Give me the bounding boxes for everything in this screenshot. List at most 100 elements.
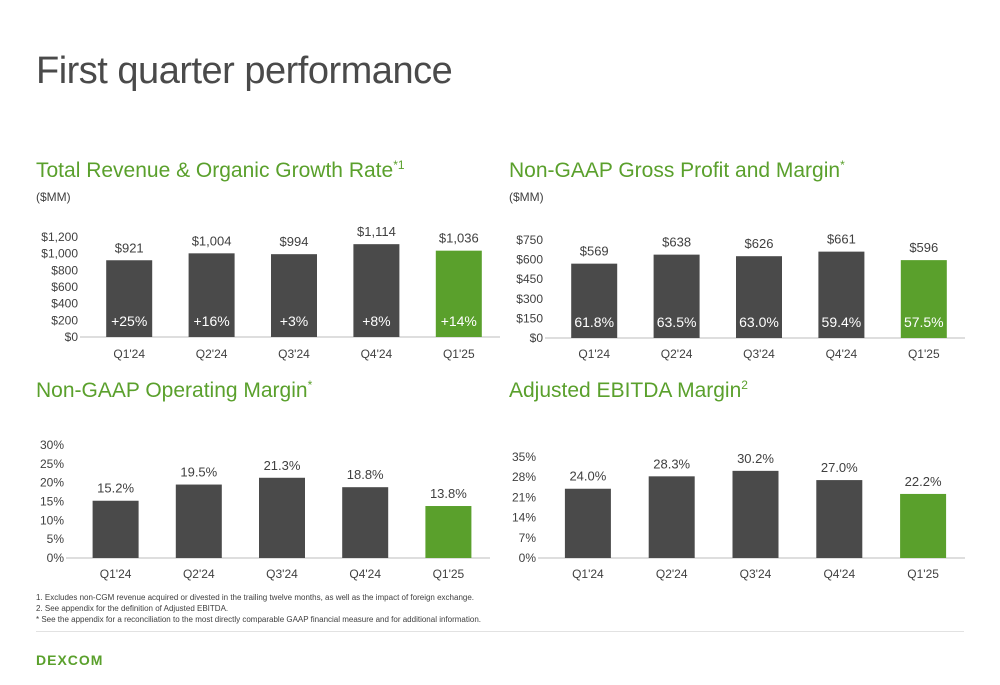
operating-margin-category-label: Q1'24	[100, 567, 132, 581]
gross-profit-bar	[653, 254, 700, 338]
operating-margin-chart-title-footnote: *	[307, 378, 313, 392]
operating-margin-bar	[259, 477, 305, 558]
gross-profit-chart-title-footnote: *	[840, 158, 845, 172]
ebitda-margin-chart-title-footnote: 2	[741, 378, 748, 392]
gross-profit-chart-title: Non-GAAP Gross Profit and Margin*	[509, 158, 845, 183]
operating-margin-chart-title: Non-GAAP Operating Margin*	[36, 378, 312, 403]
ebitda-margin-value-label: 24.0%	[569, 469, 606, 484]
ebitda-margin-bar	[816, 480, 863, 558]
operating-margin-value-label: 15.2%	[97, 481, 134, 496]
ebitda-margin-bar	[564, 488, 611, 558]
gross-profit-bar	[900, 260, 947, 338]
revenue-y-tick-label: $1,200	[41, 230, 78, 244]
ebitda-margin-bar	[900, 493, 947, 558]
ebitda-margin-y-tick-label: 35%	[512, 450, 536, 464]
gross-profit-bar	[736, 256, 782, 338]
gross-profit-growth-label: 61.8%	[574, 314, 614, 330]
revenue-bar	[353, 244, 400, 337]
revenue-category-label: Q3'24	[278, 347, 310, 361]
operating-margin-y-tick-label: 5%	[47, 532, 65, 546]
revenue-value-label: $921	[115, 240, 144, 255]
revenue-y-tick-label: $0	[65, 330, 79, 344]
operating-margin-bar	[175, 484, 222, 558]
ebitda-margin-category-label: Q2'24	[656, 567, 688, 581]
ebitda-margin-category-label: Q1'24	[572, 567, 604, 581]
operating-margin-value-label: 13.8%	[430, 486, 467, 501]
gross-profit-value-label: $661	[827, 232, 856, 247]
revenue-growth-label: +8%	[362, 313, 390, 329]
gross-profit-chart-title-text: Non-GAAP Gross Profit and Margin	[509, 159, 841, 182]
revenue-value-label: $1,004	[192, 233, 232, 248]
revenue-value-label: $1,036	[439, 231, 479, 246]
ebitda-margin-category-label: Q1'25	[907, 567, 939, 581]
operating-margin-category-label: Q3'24	[266, 567, 298, 581]
ebitda-margin-y-tick-label: 14%	[512, 511, 536, 525]
ebitda-margin-value-label: 27.0%	[821, 460, 858, 475]
gross-profit-value-label: $626	[745, 236, 774, 251]
revenue-growth-label: +25%	[111, 313, 147, 329]
gross-profit-y-tick-label: $600	[516, 253, 543, 267]
operating-margin-y-tick-label: 10%	[40, 513, 64, 527]
ebitda-margin-value-label: 28.3%	[653, 456, 690, 471]
gross-profit-value-label: $569	[580, 244, 609, 259]
revenue-chart-title-footnote: *1	[393, 158, 405, 172]
gross-profit-bar	[571, 263, 618, 338]
ebitda-margin-value-label: 22.2%	[905, 474, 942, 489]
gross-profit-category-label: Q1'24	[578, 347, 610, 361]
gross-profit-growth-label: 59.4%	[822, 314, 862, 330]
revenue-category-label: Q4'24	[361, 347, 393, 361]
revenue-chart-title: Total Revenue & Organic Growth Rate*1	[36, 158, 405, 183]
footnote-3: * See the appendix for a reconciliation …	[36, 615, 481, 624]
operating-margin-bar	[92, 500, 139, 558]
operating-margin-y-tick-label: 30%	[40, 438, 64, 452]
revenue-unit-label: ($MM)	[36, 190, 71, 204]
operating-margin-value-label: 18.8%	[347, 467, 384, 482]
ebitda-margin-value-label: 30.2%	[737, 451, 774, 466]
gross-profit-category-label: Q3'24	[743, 347, 775, 361]
gross-profit-y-tick-label: $150	[516, 311, 543, 325]
gross-profit-y-tick-label: $450	[516, 272, 543, 286]
operating-margin-value-label: 19.5%	[180, 465, 217, 480]
revenue-y-tick-label: $800	[51, 263, 78, 277]
footnote-2: 2. See appendix for the definition of Ad…	[36, 604, 229, 613]
operating-margin-category-label: Q2'24	[183, 567, 215, 581]
ebitda-margin-bar	[732, 470, 779, 558]
operating-margin-category-label: Q1'25	[433, 567, 465, 581]
revenue-bar	[271, 254, 317, 337]
operating-margin-y-tick-label: 0%	[47, 551, 65, 565]
operating-margin-chart-title-text: Non-GAAP Operating Margin	[36, 379, 308, 402]
operating-margin-bar	[425, 506, 472, 558]
gross-profit-growth-label: 57.5%	[904, 314, 944, 330]
gross-profit-growth-label: 63.5%	[657, 314, 697, 330]
gross-profit-y-tick-label: $750	[516, 233, 543, 247]
revenue-chart-title-text: Total Revenue & Organic Growth Rate	[36, 159, 394, 182]
ebitda-margin-chart-title-text: Adjusted EBITDA Margin	[509, 379, 742, 402]
ebitda-margin-bar	[648, 476, 695, 558]
gross-profit-value-label: $596	[909, 240, 938, 255]
revenue-growth-label: +14%	[441, 313, 477, 329]
ebitda-margin-y-tick-label: 28%	[512, 470, 536, 484]
ebitda-margin-y-tick-label: 0%	[519, 551, 537, 565]
operating-margin-y-tick-label: 20%	[40, 476, 64, 490]
footer-divider	[36, 631, 964, 632]
footnotes: 1. Excludes non-CGM revenue acquired or …	[36, 592, 481, 625]
ebitda-margin-category-label: Q3'24	[740, 567, 772, 581]
gross-profit-category-label: Q1'25	[908, 347, 940, 361]
dexcom-logo: DEXCOM	[36, 652, 104, 668]
ebitda-margin-category-label: Q4'24	[823, 567, 855, 581]
revenue-category-label: Q1'24	[113, 347, 145, 361]
ebitda-margin-y-tick-label: 21%	[512, 490, 536, 504]
revenue-bar	[435, 250, 482, 337]
gross-profit-y-tick-label: $0	[530, 331, 544, 345]
gross-profit-y-tick-label: $300	[516, 292, 543, 306]
page-title: First quarter performance	[36, 50, 453, 92]
ebitda-margin-y-tick-label: 7%	[519, 531, 537, 545]
revenue-value-label: $1,114	[357, 224, 396, 239]
revenue-category-label: Q2'24	[196, 347, 228, 361]
revenue-y-tick-label: $600	[51, 280, 78, 294]
revenue-bar	[188, 253, 235, 337]
